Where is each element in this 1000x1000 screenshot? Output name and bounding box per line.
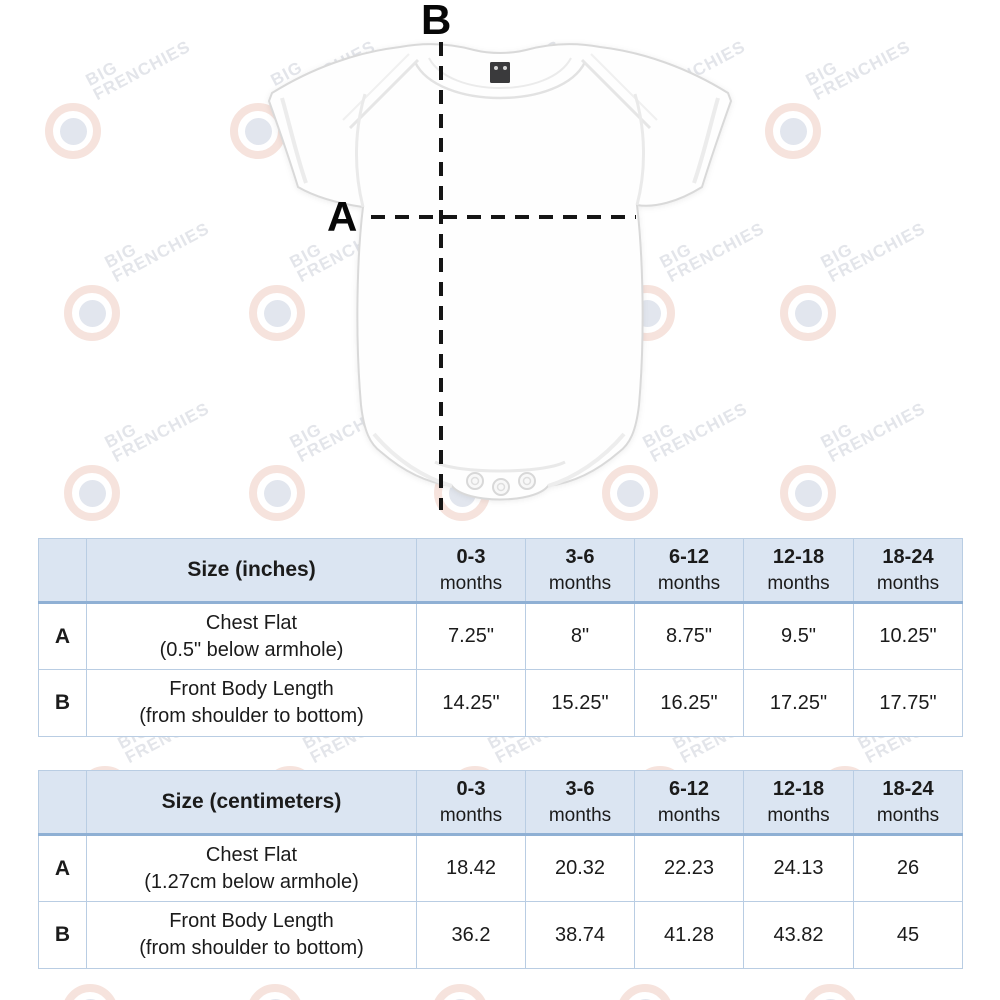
brand-logo-icon <box>64 285 120 341</box>
corner-cell <box>38 538 87 604</box>
brand-logo-icon <box>249 465 305 521</box>
column-header: 0-3 months <box>416 770 526 836</box>
value-cell: 9.5" <box>743 602 854 670</box>
table-row: B Front Body Length (from shoulder to bot… <box>38 669 963 737</box>
value-cell: 7.25" <box>416 602 526 670</box>
value-cell: 24.13 <box>743 834 854 902</box>
brand-watermark <box>62 984 118 1000</box>
column-header: 6-12 months <box>634 538 744 604</box>
table-title: Size (inches) <box>86 538 417 604</box>
value-cell: 10.25" <box>853 602 963 670</box>
value-cell: 14.25" <box>416 669 526 737</box>
value-cell: 26 <box>853 834 963 902</box>
value-cell: 8" <box>525 602 635 670</box>
brand-watermark <box>432 984 488 1000</box>
value-cell: 38.74 <box>525 901 635 969</box>
column-header: 18-24 months <box>853 770 963 836</box>
value-cell: 20.32 <box>525 834 635 902</box>
brand-logo-icon <box>64 465 120 521</box>
table-row: B Front Body Length (from shoulder to bot… <box>38 901 963 969</box>
brand-logo-icon <box>765 103 821 159</box>
baby-bodysuit-graphic <box>268 43 732 501</box>
brand-watermark <box>247 984 303 1000</box>
value-cell: 45 <box>853 901 963 969</box>
column-header: 0-3 months <box>416 538 526 604</box>
table-row: A Chest Flat (0.5" below armhole) 7.25" 8… <box>38 602 963 670</box>
value-cell: 41.28 <box>634 901 744 969</box>
brand-logo-icon <box>780 465 836 521</box>
column-header: 3-6 months <box>525 770 635 836</box>
value-cell: 18.42 <box>416 834 526 902</box>
brand-watermark <box>802 984 858 1000</box>
column-header: 12-18 months <box>743 538 854 604</box>
table-row: A Chest Flat (1.27cm below armhole) 18.42… <box>38 834 963 902</box>
value-cell: 36.2 <box>416 901 526 969</box>
row-label: Front Body Length (from shoulder to botto… <box>86 901 417 969</box>
value-cell: 17.25" <box>743 669 854 737</box>
column-header: 18-24 months <box>853 538 963 604</box>
measure-line-b <box>439 42 443 510</box>
corner-cell <box>38 770 87 836</box>
brand-watermark <box>617 984 673 1000</box>
neck-tag <box>490 62 510 83</box>
measure-label-a: A <box>327 193 358 240</box>
value-cell: 17.75" <box>853 669 963 737</box>
value-cell: 16.25" <box>634 669 744 737</box>
row-label: Chest Flat (0.5" below armhole) <box>86 602 417 670</box>
table-title: Size (centimeters) <box>86 770 417 836</box>
measure-line-a <box>371 215 636 219</box>
size-table-inches: Size (inches) 0-3 months 3-6 months 6-12 mo… <box>38 538 963 737</box>
brand-logo-icon <box>45 103 101 159</box>
row-key: A <box>38 602 87 670</box>
header-row: Size (inches) 0-3 months 3-6 months 6-12 mo… <box>38 538 963 604</box>
row-label: Front Body Length (from shoulder to botto… <box>86 669 417 737</box>
row-label: Chest Flat (1.27cm below armhole) <box>86 834 417 902</box>
column-header: 3-6 months <box>525 538 635 604</box>
column-header: 6-12 months <box>634 770 744 836</box>
value-cell: 43.82 <box>743 901 854 969</box>
measure-label-b: B <box>421 0 452 43</box>
row-key: A <box>38 834 87 902</box>
brand-logo-icon <box>780 285 836 341</box>
column-header: 12-18 months <box>743 770 854 836</box>
header-row: Size (centimeters) 0-3 months 3-6 months 6… <box>38 770 963 836</box>
row-key: B <box>38 901 87 969</box>
value-cell: 15.25" <box>525 669 635 737</box>
brand-logo-icon <box>230 103 286 159</box>
row-key: B <box>38 669 87 737</box>
value-cell: 22.23 <box>634 834 744 902</box>
value-cell: 8.75" <box>634 602 744 670</box>
brand-logo-icon <box>249 285 305 341</box>
brand-logo-icon <box>602 465 658 521</box>
size-table-centimeters: Size (centimeters) 0-3 months 3-6 months 6… <box>38 770 963 969</box>
